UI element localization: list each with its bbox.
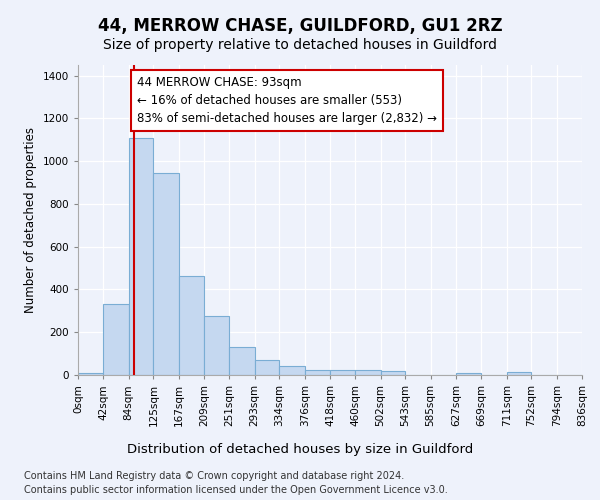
Bar bbox=[305, 370, 330, 375]
Bar bbox=[128, 138, 154, 375]
Y-axis label: Number of detached properties: Number of detached properties bbox=[24, 127, 37, 313]
Bar bbox=[330, 370, 355, 375]
Bar bbox=[229, 347, 254, 375]
Bar bbox=[204, 316, 229, 375]
Bar bbox=[78, 373, 103, 375]
Text: Contains public sector information licensed under the Open Government Licence v3: Contains public sector information licen… bbox=[24, 485, 448, 495]
Text: Contains HM Land Registry data © Crown copyright and database right 2024.: Contains HM Land Registry data © Crown c… bbox=[24, 471, 404, 481]
Bar bbox=[179, 276, 204, 375]
Bar bbox=[103, 304, 128, 375]
Bar bbox=[456, 373, 481, 375]
Bar bbox=[355, 370, 380, 375]
Bar bbox=[380, 371, 406, 375]
Bar bbox=[280, 366, 305, 375]
Bar bbox=[154, 173, 179, 375]
Bar bbox=[254, 360, 280, 375]
Bar bbox=[506, 372, 532, 375]
Text: Distribution of detached houses by size in Guildford: Distribution of detached houses by size … bbox=[127, 442, 473, 456]
Text: Size of property relative to detached houses in Guildford: Size of property relative to detached ho… bbox=[103, 38, 497, 52]
Text: 44, MERROW CHASE, GUILDFORD, GU1 2RZ: 44, MERROW CHASE, GUILDFORD, GU1 2RZ bbox=[98, 18, 502, 36]
Text: 44 MERROW CHASE: 93sqm
← 16% of detached houses are smaller (553)
83% of semi-de: 44 MERROW CHASE: 93sqm ← 16% of detached… bbox=[137, 76, 437, 124]
